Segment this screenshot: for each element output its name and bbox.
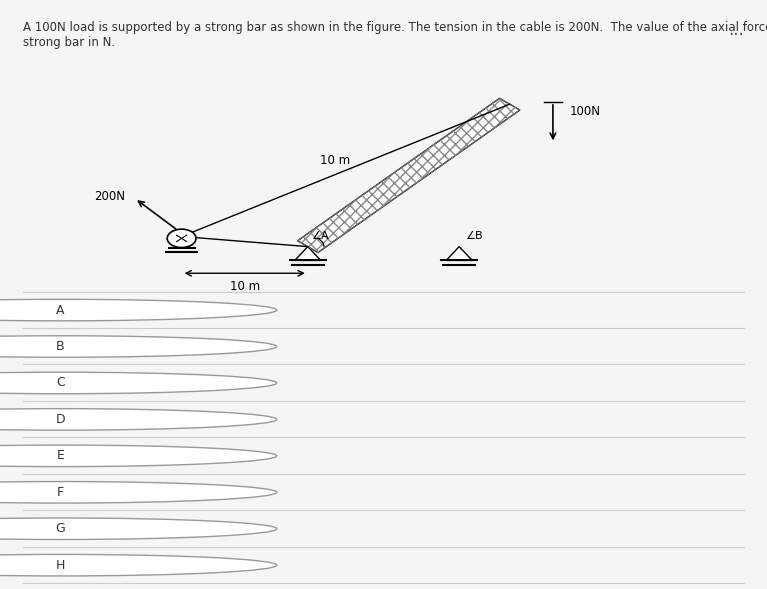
Polygon shape (295, 247, 321, 260)
Text: F: F (57, 486, 64, 499)
Text: 245.42: 245.42 (114, 412, 161, 426)
Text: 342.54: 342.54 (114, 522, 161, 536)
Text: C: C (56, 376, 65, 389)
Circle shape (167, 229, 196, 247)
Circle shape (0, 299, 277, 321)
Circle shape (0, 445, 277, 466)
Text: 100N: 100N (570, 105, 601, 118)
Text: $\angle$A: $\angle$A (311, 228, 331, 241)
Circle shape (0, 554, 277, 576)
Text: 254.24: 254.24 (114, 485, 161, 499)
Text: 452.24: 452.24 (114, 376, 161, 390)
Text: A 100N load is supported by a strong bar as shown in the figure. The tension in : A 100N load is supported by a strong bar… (23, 21, 767, 49)
Text: 542.42: 542.42 (114, 449, 161, 463)
Circle shape (0, 372, 277, 393)
Text: D: D (56, 413, 65, 426)
Text: B: B (56, 340, 65, 353)
Text: G: G (56, 522, 65, 535)
Circle shape (0, 482, 277, 503)
Circle shape (0, 518, 277, 540)
Text: 10 m: 10 m (229, 280, 260, 293)
Circle shape (0, 409, 277, 430)
Text: $\angle$B: $\angle$B (465, 228, 484, 241)
Text: 145.42: 145.42 (114, 558, 161, 572)
Text: 174.45: 174.45 (114, 339, 161, 353)
Text: 200N: 200N (94, 190, 125, 203)
Polygon shape (298, 98, 520, 253)
Text: 10 m: 10 m (320, 154, 350, 167)
Circle shape (0, 336, 277, 358)
Polygon shape (446, 247, 472, 260)
Text: ...: ... (728, 21, 744, 39)
Text: A: A (56, 303, 64, 316)
Text: 224.54: 224.54 (114, 303, 161, 317)
Text: H: H (56, 559, 65, 572)
Text: E: E (57, 449, 64, 462)
